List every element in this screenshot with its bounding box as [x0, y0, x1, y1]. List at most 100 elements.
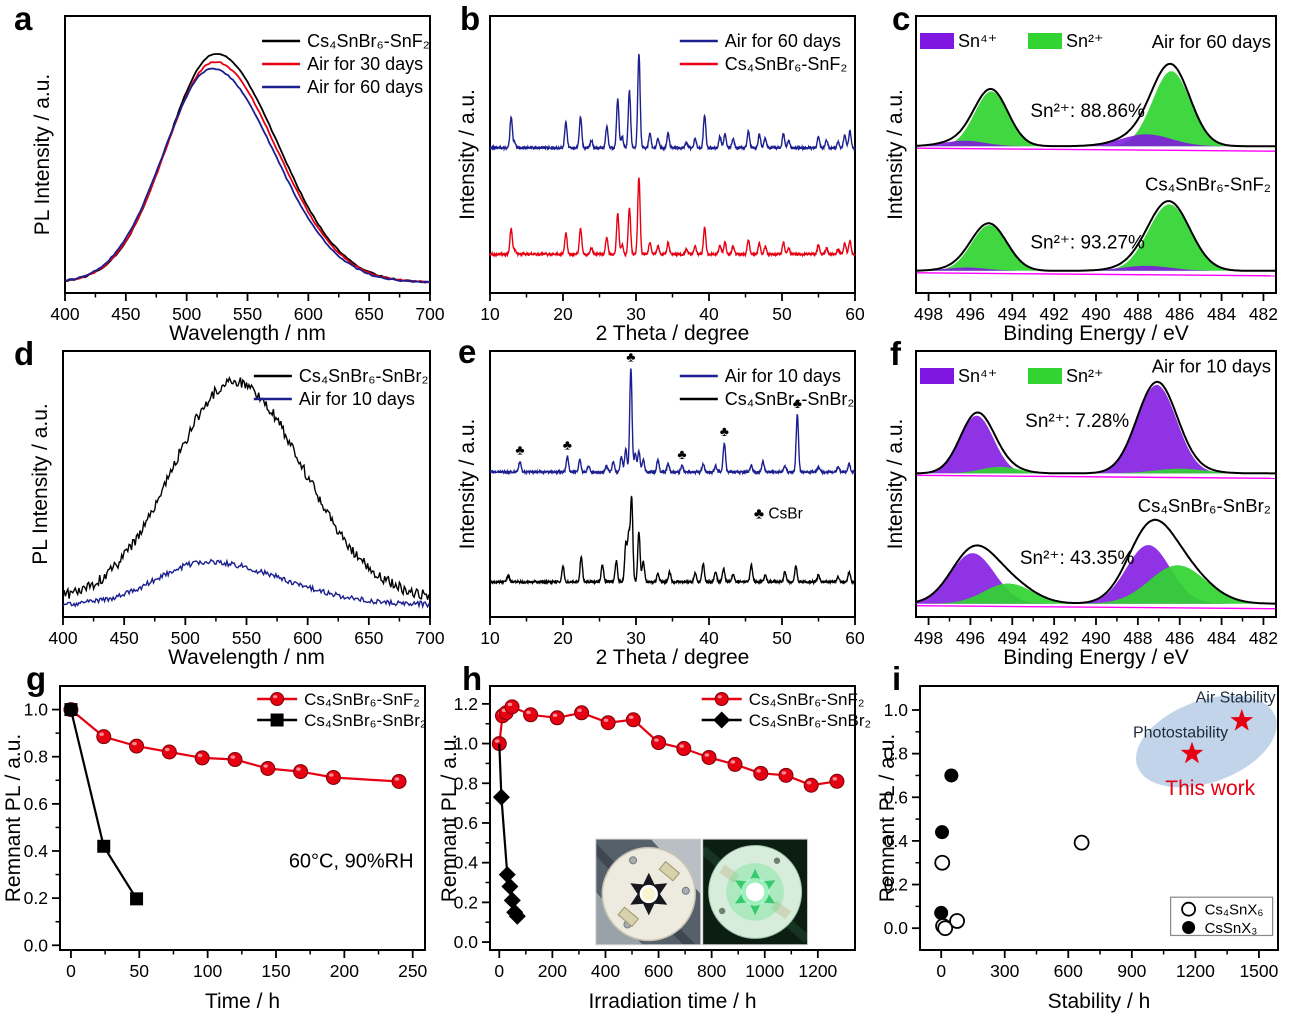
- marker-filled-circle: [935, 825, 950, 840]
- x-tick-label: 482: [1249, 304, 1278, 324]
- y-tick-label: 0.0: [884, 918, 909, 938]
- legend-swatch-sn4: [920, 368, 954, 384]
- condition-label: Cs₄SnBr₆-SnBr₂: [1138, 495, 1271, 516]
- x-tick-label: 490: [1081, 628, 1110, 648]
- x-tick-label: 492: [1040, 628, 1069, 648]
- y-tick-label: 0.0: [454, 932, 479, 952]
- marker-highlight: [577, 708, 582, 713]
- marker-circle: [161, 744, 177, 760]
- x-tick-label: 300: [990, 961, 1019, 981]
- marker-circle: [129, 738, 145, 754]
- x-tick-label: 494: [998, 628, 1027, 648]
- xps-component-green: [916, 71, 1276, 147]
- y-tick-label: 0.8: [24, 747, 48, 767]
- x-tick-label: 650: [355, 304, 384, 324]
- sn2-percentage: Sn²⁺: 43.35%: [1020, 548, 1135, 569]
- series-0: [934, 834, 1090, 937]
- star-air-stability: [1230, 708, 1254, 731]
- x-tick-label: 498: [914, 304, 943, 324]
- marker-diamond: [501, 877, 519, 895]
- xps-baseline: [916, 474, 1276, 480]
- x-tick-label: 60: [845, 304, 865, 324]
- x-tick-label: 600: [293, 628, 322, 648]
- legend-label: Cs₄SnBr₆-SnBr₂: [725, 389, 855, 409]
- scatter-group: [491, 699, 845, 925]
- led-die: [639, 884, 658, 904]
- y-axis-title: Remnant PL / a.u.: [876, 734, 899, 902]
- csbr-peak-mark: ♣: [793, 395, 802, 411]
- marker-highlight: [832, 777, 838, 781]
- legend-label: Air for 10 days: [299, 389, 415, 409]
- marker-filled-circle: [934, 905, 949, 920]
- marker-highlight: [679, 744, 684, 748]
- star-label: Photostability: [1133, 724, 1228, 741]
- panel-letter-a: a: [14, 0, 33, 37]
- x-tick-label: 40: [699, 304, 719, 324]
- marker-highlight: [526, 710, 531, 715]
- x-tick-label: 490: [1081, 304, 1110, 324]
- marker-filled-circle: [1182, 920, 1196, 934]
- x-axis-title: 2 Theta / degree: [596, 322, 750, 345]
- y-tick-label: 0.4: [884, 831, 909, 851]
- xps-group: Air for 10 days Sn²⁺: 7.28% Cs₄SnBr₆-SnBr₂…: [915, 355, 1276, 610]
- x-tick-label: 20: [553, 304, 573, 324]
- marker-circle: [523, 707, 539, 723]
- y-tick-label: 0.6: [454, 813, 478, 833]
- xrd-pattern-1: [489, 177, 856, 259]
- legend-swatch-sn2: [1028, 33, 1062, 49]
- marker-circle: [701, 749, 717, 765]
- marker-highlight: [730, 760, 736, 764]
- marker-diamond: [498, 866, 516, 884]
- xps-component-green: [916, 565, 1276, 604]
- marker-circle: [325, 769, 341, 785]
- panel-letter-d: d: [14, 335, 35, 372]
- y-tick-label: 0.0: [24, 935, 49, 955]
- panel-b-plot: 10 20 30 40 50 60 2 Theta / degree Intensity / …: [456, 15, 865, 345]
- csbr-peak-mark: ♣: [720, 423, 729, 439]
- xps-envelope: [915, 380, 1275, 475]
- led-photos-inset: [595, 838, 809, 946]
- csbr-peak-mark: ♣: [515, 442, 524, 458]
- xps-group: Air for 60 days Sn²⁺: 88.86% Cs₄SnBr₆-SnF₂…: [915, 31, 1276, 277]
- legend-label: Air for 60 days: [725, 31, 841, 51]
- marker-highlight: [507, 702, 513, 707]
- marker-highlight: [781, 771, 787, 775]
- marker-square: [97, 839, 111, 853]
- marker-diamond: [713, 711, 731, 729]
- x-tick-label: 600: [294, 304, 323, 324]
- x-tick-label: 30: [626, 304, 646, 324]
- panel-h: h 0 200 400 600 800 1000 1200 0.0 0.2 0.4 0.6 0.8 1.…: [438, 661, 880, 1025]
- marker-circle: [260, 761, 276, 776]
- series-1: [64, 703, 144, 906]
- axes-a: 400 450 500 550 600 650 700 Wavelength / nm PL I…: [31, 15, 445, 345]
- pl-curve-1: [64, 61, 430, 284]
- xps-envelope: [916, 200, 1275, 272]
- legend-label: Air for 30 days: [307, 54, 423, 74]
- xps-subpanel-0: Air for 60 days Sn²⁺: 88.86%: [915, 31, 1276, 152]
- x-tick-label: 0: [936, 961, 946, 981]
- panel-g: g 0 50 100 150 200 250 0.0 0.2 0.4 0.6 0.8 1.0 Time …: [0, 661, 440, 1025]
- sn2-percentage: Sn²⁺: 93.27%: [1030, 233, 1145, 254]
- led-bright-center: [745, 882, 765, 902]
- this-work-label: This work: [1165, 777, 1255, 800]
- xps-legend: Sn⁴⁺ Sn²⁺: [920, 31, 1104, 51]
- marker-circle: [194, 750, 210, 766]
- xps-legend: Sn⁴⁺ Sn²⁺: [920, 366, 1104, 386]
- x-tick-label: 496: [956, 304, 985, 324]
- xrd-series-group: ♣ ♣ ♣ ♣ ♣ ♣: [489, 348, 856, 586]
- x-tick-label: 486: [1165, 628, 1194, 648]
- legend: Cs₄SnBr₆-SnBr₂ Air for 10 days: [253, 366, 428, 409]
- x-tick-label: 488: [1123, 304, 1152, 324]
- x-tick-label: 496: [956, 628, 985, 648]
- x-axis-title: Stability / h: [1048, 990, 1151, 1013]
- panel-e-plot: 10 20 30 40 50 60 2 Theta / degree Intensity / …: [456, 348, 865, 669]
- sn2-percentage: Sn²⁺: 7.28%: [1025, 411, 1129, 432]
- xps-baseline: [916, 147, 1276, 152]
- x-axis-title: Wavelength / nm: [168, 646, 325, 669]
- xps-baseline: [916, 272, 1276, 277]
- y-axis-title: Remnant PL / a.u.: [2, 734, 25, 902]
- marker-square: [270, 713, 284, 727]
- x-tick-label: 200: [330, 961, 359, 981]
- series-0: [491, 699, 845, 793]
- marker-circle: [753, 765, 769, 781]
